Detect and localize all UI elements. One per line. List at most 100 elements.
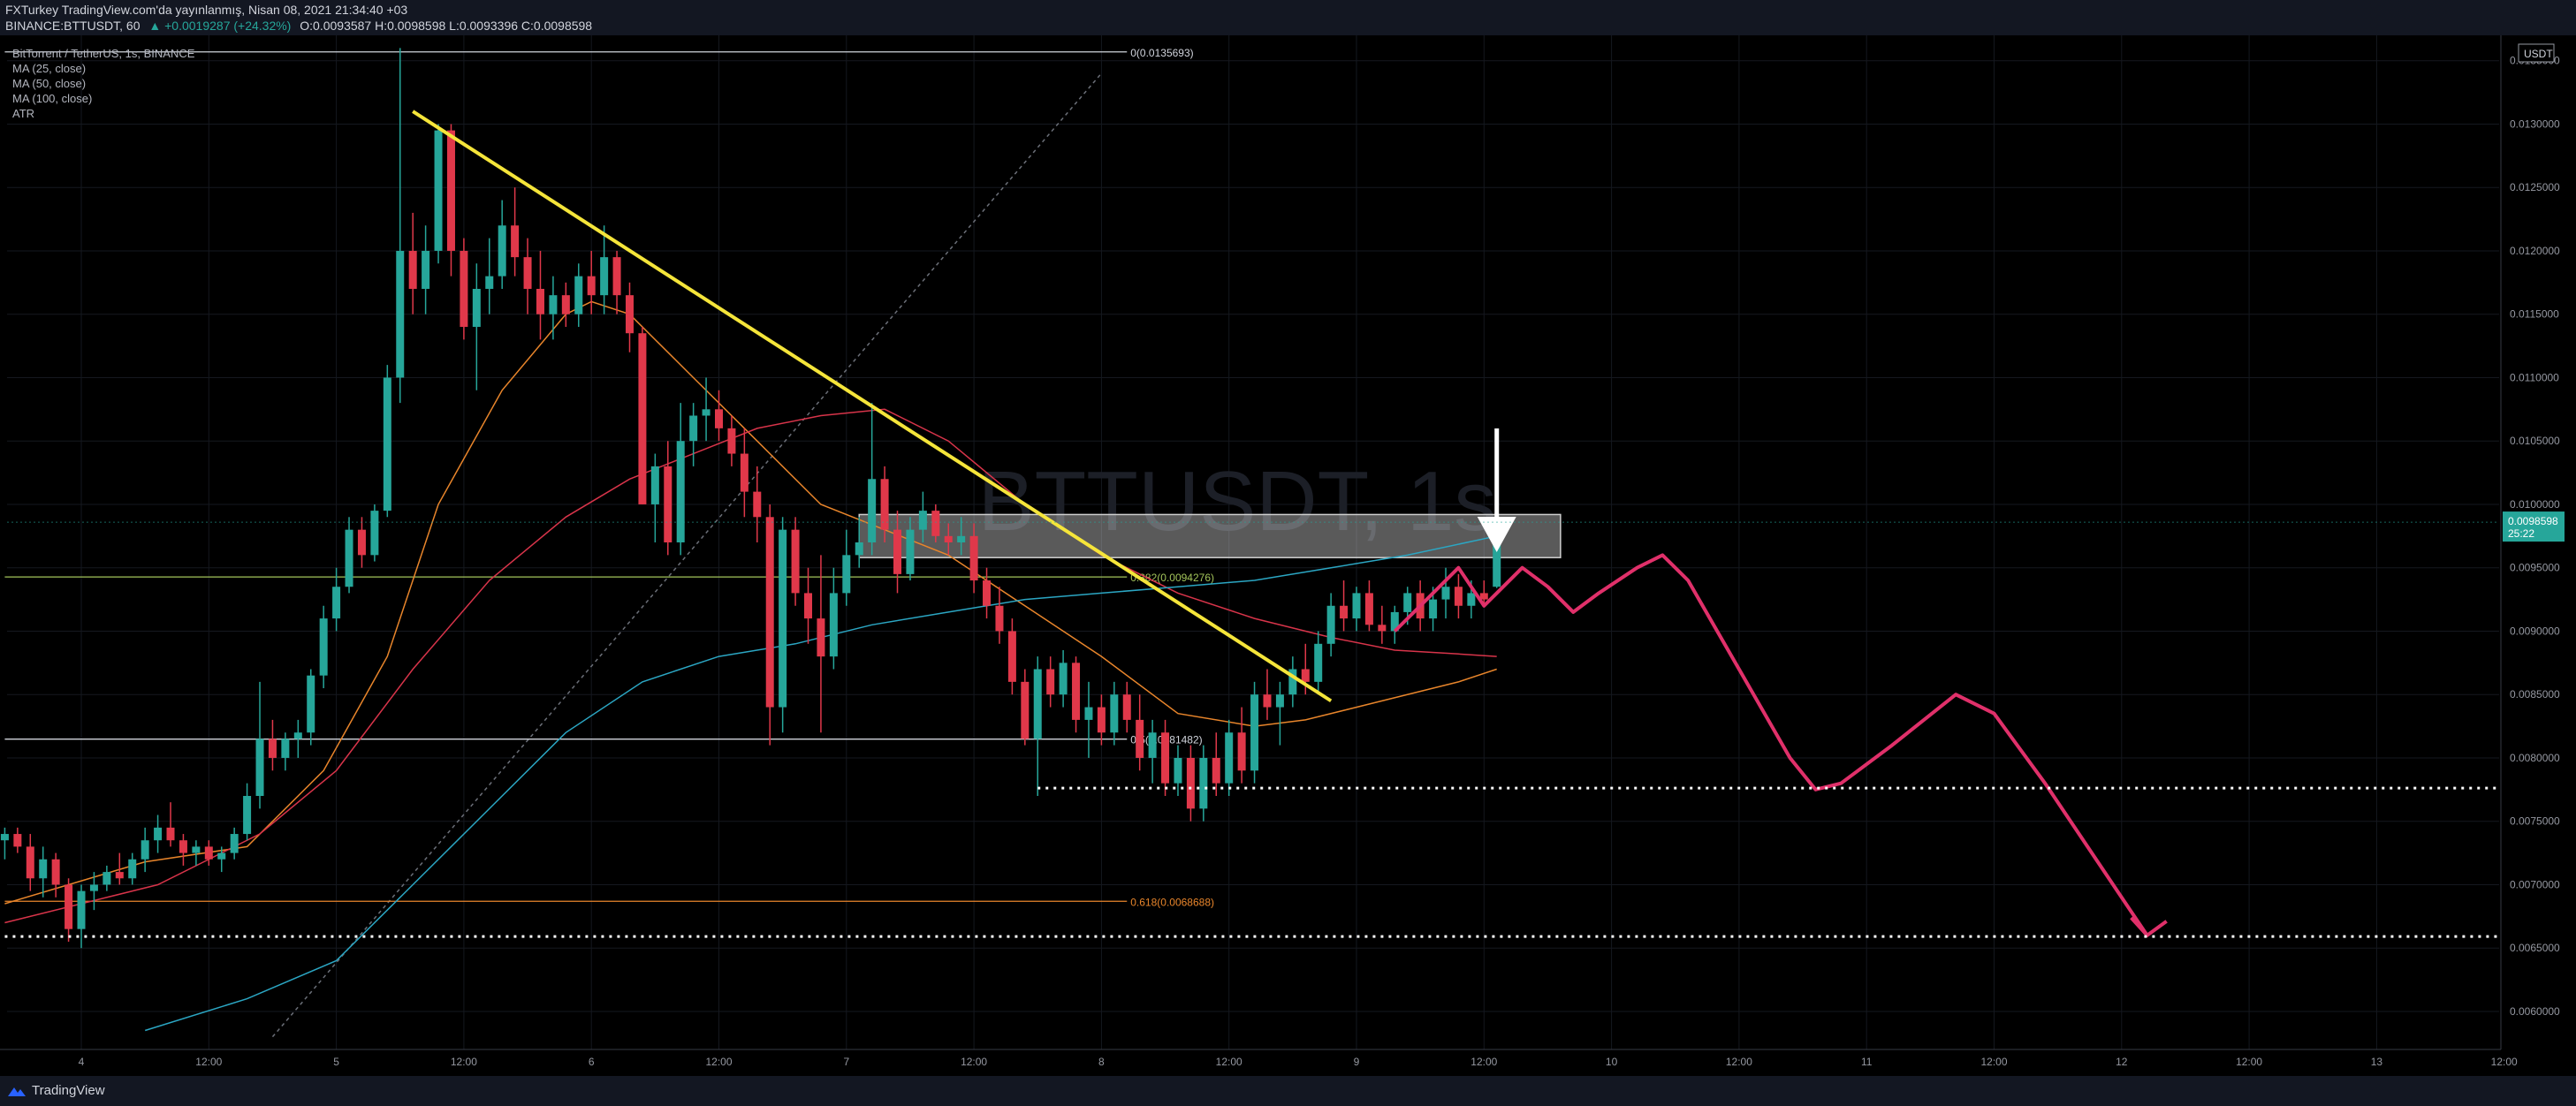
candle-body [1021, 681, 1030, 739]
legend-ma25[interactable]: MA (25, close) [12, 62, 87, 75]
time-tick-label: 4 [79, 1056, 85, 1068]
candle-body [612, 257, 621, 296]
candle-body [906, 529, 915, 574]
candle-body [396, 250, 405, 378]
candle-body [1378, 625, 1387, 632]
symbol-label[interactable]: BINANCE:BTTUSDT, 60 [5, 19, 141, 33]
legend-ma50[interactable]: MA (50, close) [12, 77, 87, 90]
price-tick-label: 0.0125000 [2510, 181, 2560, 193]
legend-title: BitTorrent / TetherUS, 1s, BINANCE [12, 47, 195, 60]
projection-arrowhead-icon [2130, 916, 2168, 938]
candle-body [944, 535, 953, 542]
candle-body [549, 295, 558, 314]
projection-path [1393, 553, 2149, 936]
time-tick-label: 12:00 [705, 1056, 732, 1068]
time-tick-label: 10 [1606, 1056, 1618, 1068]
candle-body [931, 511, 940, 536]
candle-body [332, 587, 341, 619]
candle-body [1225, 732, 1234, 784]
candle-body [1263, 694, 1272, 708]
candle-body [204, 846, 213, 860]
candle-body [1454, 587, 1463, 606]
candle-body [408, 250, 417, 289]
legend-ma100[interactable]: MA (100, close) [12, 92, 93, 105]
candle-body [243, 796, 252, 835]
price-tick-label: 0.0065000 [2510, 942, 2560, 954]
candle-body [268, 739, 277, 758]
candle-body [293, 732, 302, 739]
candle-body [918, 511, 927, 530]
price-tick-label: 0.0095000 [2510, 562, 2560, 574]
symbol-watermark: BTTUSDT, 1s [978, 454, 1497, 549]
candle-body [765, 517, 774, 708]
candle-body [1148, 732, 1157, 758]
time-tick-label: 12:00 [1726, 1056, 1752, 1068]
candle-body [1072, 663, 1081, 720]
time-tick-label: 6 [589, 1056, 595, 1068]
candle-body [625, 295, 634, 334]
candle-body [446, 130, 455, 251]
candle-body [51, 859, 60, 885]
candle-body [166, 827, 175, 841]
last-price-label: 0.0098598 [2508, 515, 2558, 527]
candle-body [217, 852, 226, 860]
candle-body [1493, 522, 1501, 587]
currency-box [2518, 43, 2555, 63]
candle-body [472, 289, 481, 328]
ohlc-values: O:0.0093587 H:0.0098598 L:0.0093396 C:0.… [300, 19, 593, 33]
publish-info: FXTurkey TradingView.com'da yayınlanmış,… [5, 3, 408, 17]
candle-body [983, 580, 992, 606]
candle-body [1441, 587, 1450, 600]
candle-body [995, 605, 1004, 632]
candle-body [1301, 669, 1310, 682]
moving-average-line [4, 408, 1497, 924]
candle-body [26, 846, 34, 879]
candle-body [880, 479, 889, 530]
candle-body [1237, 732, 1246, 771]
candle-body [1314, 643, 1323, 682]
time-tick-label: 8 [1098, 1056, 1105, 1068]
candle-body [829, 593, 838, 657]
candle-body [1046, 669, 1055, 695]
down-arrow-icon [1477, 517, 1516, 552]
price-tick-label: 0.0105000 [2510, 435, 2560, 447]
price-tick-label: 0.0075000 [2510, 815, 2560, 828]
candle-body [638, 333, 647, 504]
candle-body [1275, 694, 1284, 708]
fib-level-label: 0(0.0135693) [1130, 47, 1193, 59]
tradingview-brand[interactable]: TradingView [7, 1083, 105, 1098]
candle-body [1212, 757, 1220, 784]
candle-body [1250, 694, 1259, 771]
candle-body [141, 840, 149, 860]
price-chart[interactable]: BTTUSDT, 1s 0(0.0135693) 0.382(0.0094276) 0… [0, 0, 2576, 1076]
candle-body [485, 276, 494, 289]
candle-body [357, 529, 366, 556]
candle-body [65, 884, 73, 929]
candle-body [192, 846, 201, 853]
candle-body [179, 840, 187, 853]
resistance-zone [858, 513, 1562, 558]
candle-body [230, 834, 239, 853]
time-tick-label: 12:00 [451, 1056, 477, 1068]
legend-atr[interactable]: ATR [12, 107, 35, 120]
candle-body [345, 529, 353, 587]
candle-body [39, 859, 48, 879]
candle-body [115, 872, 124, 879]
candle-body [434, 130, 443, 251]
candle-body [498, 225, 506, 276]
price-tick-label: 0.0085000 [2510, 688, 2560, 701]
time-tick-label: 5 [333, 1056, 339, 1068]
time-tick-label: 7 [843, 1056, 849, 1068]
candle-body [1479, 593, 1488, 600]
time-tick-label: 12:00 [1980, 1056, 2007, 1068]
candle-body [1340, 605, 1349, 619]
candle-body [523, 257, 532, 289]
indicator-legend: BitTorrent / TetherUS, 1s, BINANCE MA (2… [12, 46, 194, 121]
candle-body [715, 409, 723, 428]
candle-body [676, 441, 685, 542]
candle-body [460, 250, 468, 328]
candle-body [1429, 599, 1438, 619]
last-price-tag [2503, 511, 2565, 542]
candle-body [1199, 757, 1208, 809]
candle-body [1186, 757, 1195, 809]
